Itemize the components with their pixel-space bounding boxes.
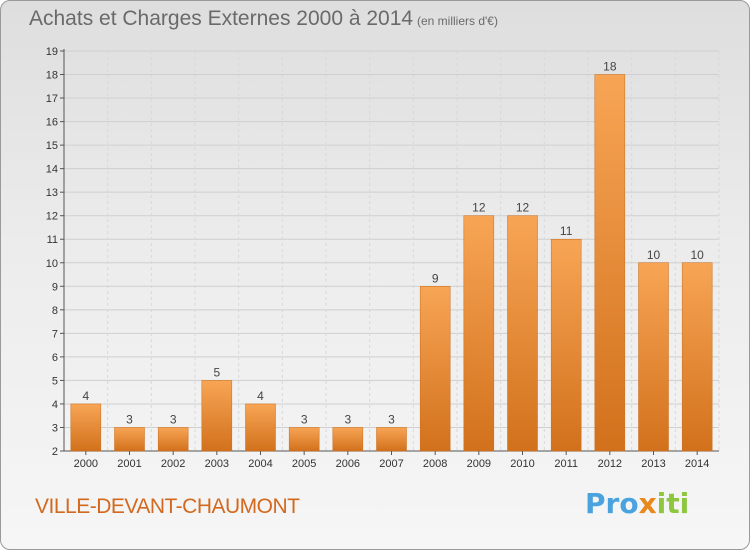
bar <box>70 403 102 452</box>
chart-title: Achats et Charges Externes 2000 à 2014 <box>29 7 414 30</box>
data-label: 12 <box>516 201 530 215</box>
bar <box>507 215 538 452</box>
data-label: 3 <box>126 412 133 426</box>
data-label: 10 <box>690 248 704 262</box>
y-tick-label: 12 <box>46 211 58 223</box>
y-tick-label: 7 <box>52 328 58 340</box>
x-tick-label: 2014 <box>685 458 709 470</box>
y-tick-label: 15 <box>46 140 58 152</box>
bar <box>288 427 320 452</box>
x-tick-label: 2002 <box>161 458 185 470</box>
x-tick-label: 2013 <box>641 458 665 470</box>
y-tick-label: 5 <box>52 375 58 387</box>
data-label: 9 <box>432 271 439 285</box>
x-tick-label: 2008 <box>423 458 447 470</box>
proxiti-logo: Proxiti <box>585 487 689 520</box>
data-label: 3 <box>301 412 308 426</box>
bars <box>70 74 713 452</box>
x-tick-label: 2000 <box>74 458 98 470</box>
data-label: 4 <box>82 389 89 403</box>
y-tick-label: 3 <box>52 422 58 434</box>
y-tick-label: 18 <box>46 70 58 82</box>
y-tick-label: 10 <box>46 258 58 270</box>
labels: 2 3 4 5 6 7 8 9 10 11 12 13 14 15 16 17 18 19 2000 4 2001 3 20… <box>46 46 710 470</box>
bar <box>550 238 582 452</box>
y-tick-label: 14 <box>46 164 58 176</box>
y-tick-label: 6 <box>52 352 58 364</box>
y-tick-label: 8 <box>52 305 58 317</box>
logo-part-2: x <box>638 487 657 520</box>
data-label: 10 <box>647 248 661 262</box>
bar <box>594 74 626 452</box>
x-tick-label: 2009 <box>467 458 491 470</box>
bar <box>332 427 364 452</box>
y-tick-label: 11 <box>47 234 58 246</box>
x-tick-label: 2001 <box>117 458 141 470</box>
bar <box>638 262 669 452</box>
bar <box>419 286 451 452</box>
bar <box>463 215 495 452</box>
data-label: 3 <box>344 412 351 426</box>
place-name: VILLE-DEVANT-CHAUMONT <box>35 495 300 518</box>
unit-label: (en milliers d'€) <box>417 14 498 28</box>
y-tick-label: 2 <box>52 446 58 458</box>
bar <box>681 262 713 452</box>
y-tick-label: 9 <box>52 281 58 293</box>
x-tick-label: 2012 <box>598 458 622 470</box>
data-label: 5 <box>213 365 220 379</box>
logo-part-1: Pro <box>585 487 639 520</box>
bar <box>245 403 276 452</box>
y-tick-label: 17 <box>46 93 58 105</box>
bar <box>157 427 189 452</box>
data-label: 3 <box>170 412 177 426</box>
y-tick-label: 4 <box>52 399 58 411</box>
x-tick-label: 2007 <box>379 458 403 470</box>
y-tick-label: 19 <box>46 46 58 58</box>
x-tick-label: 2004 <box>248 458 272 470</box>
x-tick-label: 2003 <box>205 458 229 470</box>
x-tick-label: 2010 <box>510 458 534 470</box>
x-tick-label: 2006 <box>336 458 360 470</box>
bar <box>114 427 145 452</box>
data-label: 12 <box>472 201 486 215</box>
y-tick-label: 13 <box>46 187 58 199</box>
bar <box>376 427 407 452</box>
bar <box>201 380 233 452</box>
y-tick-label: 16 <box>46 117 58 129</box>
x-tick-label: 2005 <box>292 458 316 470</box>
x-tick-label: 2011 <box>554 458 578 470</box>
data-label: 11 <box>560 224 573 238</box>
logo-part-3: iti <box>656 487 690 520</box>
data-label: 4 <box>257 389 264 403</box>
data-label: 3 <box>388 412 395 426</box>
data-label: 18 <box>603 60 617 74</box>
